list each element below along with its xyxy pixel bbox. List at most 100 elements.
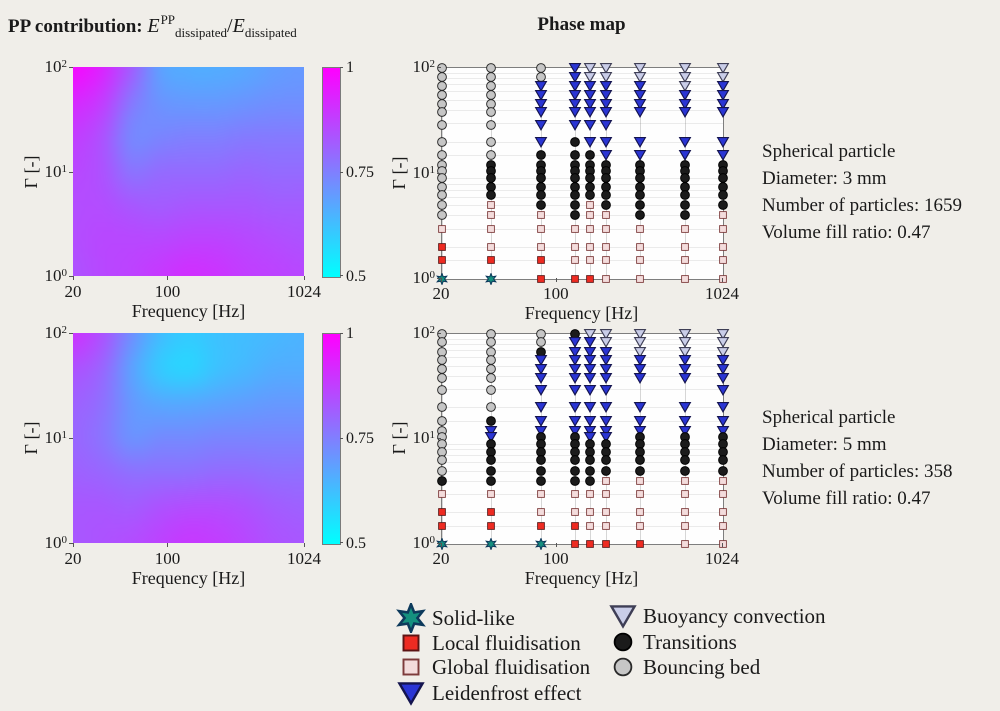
phase-marker-leidenfrost-effect	[716, 372, 730, 385]
x-tick-mark	[722, 278, 723, 282]
colorbar-tick-mark	[340, 438, 343, 439]
phase-marker-buoyancy-convection	[678, 328, 692, 341]
phase-marker-bouncing-bed	[486, 402, 497, 413]
legend-label: Bouncing bed	[643, 655, 761, 679]
phase-marker-leidenfrost-effect	[678, 401, 692, 414]
phase-marker-leidenfrost-effect	[584, 118, 597, 131]
gridline-horizontal	[442, 72, 723, 74]
phase-marker-bouncing-bed	[437, 189, 448, 200]
phase-marker-leidenfrost-effect	[633, 372, 647, 385]
phase-marker-leidenfrost-effect	[678, 354, 692, 367]
phase-marker-leidenfrost-effect	[534, 97, 548, 110]
y-axis-label: Γ [-]	[389, 421, 409, 455]
x-axis-label: Frequency [Hz]	[131, 568, 246, 588]
x-tick-label: 1024	[287, 549, 321, 568]
phase-marker-leidenfrost-effect	[600, 118, 613, 131]
phase-marker-bouncing-bed	[437, 210, 448, 221]
colorbar-tick-label: 0.5	[346, 268, 366, 285]
phase-marker-leidenfrost-effect	[568, 106, 581, 119]
phase-marker-leidenfrost-effect	[568, 372, 581, 385]
phase-marker-leidenfrost-effect	[584, 88, 597, 101]
phase-marker-leidenfrost-effect	[633, 88, 647, 101]
phase-marker-leidenfrost-effect	[600, 401, 613, 414]
phase-marker-leidenfrost-effect	[584, 354, 597, 367]
phase-marker-leidenfrost-effect	[584, 414, 597, 427]
phase-marker-transitions	[535, 455, 546, 466]
y-tick-label: 100	[412, 533, 436, 552]
phase-marker-transitions	[486, 189, 497, 200]
phase-marker-leidenfrost-effect	[534, 384, 548, 397]
phase-marker-transitions	[569, 136, 580, 147]
phase-marker-global-fluidisation	[487, 242, 497, 252]
phase-marker-leidenfrost-effect	[584, 345, 597, 358]
gridline-horizontal	[442, 123, 723, 125]
x-tick-mark	[555, 278, 557, 282]
phase-marker-global-fluidisation	[718, 508, 728, 518]
phase-marker-buoyancy-convection	[584, 328, 597, 341]
phase-marker-buoyancy-convection	[633, 62, 647, 75]
annotation-line: Diameter: 5 mm	[762, 434, 887, 455]
phase-marker-leidenfrost-effect	[678, 148, 692, 161]
x-tick-label: 100	[543, 549, 569, 568]
phase-marker-transitions	[601, 455, 612, 466]
phase-marker-leidenfrost-effect	[584, 79, 597, 92]
gridline-horizontal	[442, 480, 723, 482]
phase-marker-buoyancy-convection	[600, 336, 613, 349]
phase-marker-global-fluidisation	[718, 476, 728, 486]
phase-marker-global-fluidisation	[602, 211, 612, 221]
phase-marker-leidenfrost-effect	[716, 414, 730, 427]
phase-marker-local-fluidisation	[536, 274, 546, 284]
phase-marker-global-fluidisation	[536, 224, 546, 234]
phase-marker-global-fluidisation	[437, 489, 447, 499]
phase-marker-global-fluidisation	[718, 242, 728, 252]
phase-marker-leidenfrost-effect	[633, 79, 647, 92]
x-tick-label: 20	[432, 549, 450, 568]
phase-marker-leidenfrost-effect	[534, 414, 548, 427]
phase-marker-leidenfrost-effect	[600, 148, 613, 161]
phase-marker-global-fluidisation	[635, 508, 645, 518]
gridline-horizontal	[442, 449, 723, 451]
phase-marker-buoyancy-convection	[716, 70, 730, 83]
phase-marker-transitions	[679, 210, 690, 221]
legend-label: Global fluidisation	[432, 655, 591, 679]
phase-marker-global-fluidisation	[718, 274, 728, 284]
phase-marker-transitions	[569, 149, 580, 160]
phase-marker-transitions	[486, 455, 497, 466]
phase-marker-global-fluidisation	[680, 476, 690, 486]
colorbar-tick-label: 1	[346, 59, 354, 76]
phase-marker-local-fluidisation	[437, 521, 447, 531]
phase-marker-leidenfrost-effect	[600, 106, 613, 119]
phase-marker-local-fluidisation	[437, 508, 447, 518]
phase-marker-global-fluidisation	[586, 521, 596, 531]
phase-marker-global-fluidisation	[718, 539, 728, 549]
y-tick-mark	[69, 543, 73, 544]
phase-marker-leidenfrost-effect	[678, 88, 692, 101]
gridline-horizontal	[442, 420, 723, 422]
y-tick-label: 100	[44, 533, 68, 552]
phase-marker-leidenfrost-effect	[584, 424, 597, 437]
phase-marker-global-fluidisation	[718, 489, 728, 499]
phase-marker-transitions	[718, 465, 729, 476]
phase-marker-local-fluidisation	[570, 521, 580, 531]
phase-marker-global-fluidisation	[487, 211, 497, 221]
phase-marker-leidenfrost-effect	[584, 401, 597, 414]
x-tick-mark	[441, 543, 442, 547]
legend-label: Transitions	[643, 630, 737, 654]
legend-label: Solid-like	[432, 606, 515, 630]
phase-marker-global-fluidisation	[680, 242, 690, 252]
phase-marker-global-fluidisation	[635, 242, 645, 252]
phase-marker-transitions	[569, 465, 580, 476]
phase-marker-leidenfrost-effect	[584, 430, 597, 443]
phase-marker-leidenfrost-effect	[600, 79, 613, 92]
phase-marker-leidenfrost-effect	[485, 430, 498, 443]
x-axis-label: Frequency [Hz]	[131, 301, 246, 321]
phase-marker-transitions	[601, 465, 612, 476]
phase-marker-buoyancy-convection	[584, 62, 597, 75]
phase-marker-global-fluidisation	[586, 224, 596, 234]
phase-marker-leidenfrost-effect	[600, 363, 613, 376]
y-tick-label: 101	[412, 162, 436, 182]
phase-marker-global-fluidisation	[602, 508, 612, 518]
y-tick-mark	[69, 333, 73, 334]
phase-marker-buoyancy-convection	[716, 336, 730, 349]
x-tick-label: 20	[64, 549, 82, 568]
